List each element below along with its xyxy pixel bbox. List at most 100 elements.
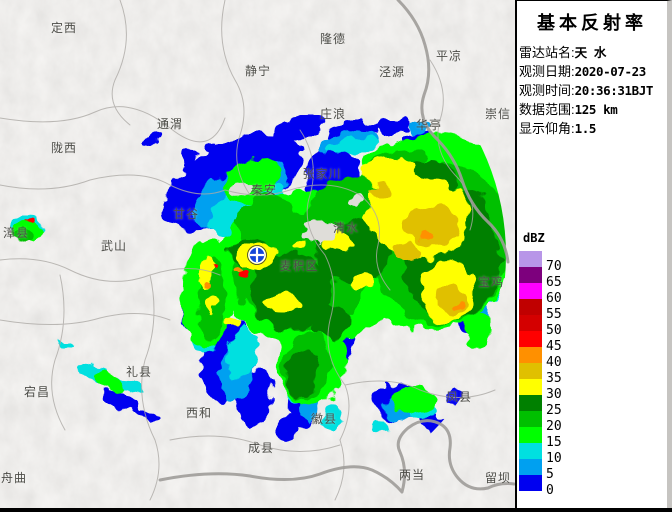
legend-color-swatch (519, 283, 542, 299)
map-label: 成县 (247, 441, 275, 455)
legend-color-swatch (519, 347, 542, 363)
legend-value: 10 (546, 451, 562, 466)
legend-entry: 55 (519, 299, 659, 322)
map-label: 麦积区 (279, 259, 319, 273)
field-label: 数据范围: (519, 102, 575, 117)
map-label: 平凉 (435, 49, 463, 63)
legend-entry: 15 (519, 427, 659, 450)
map-label: 两当 (398, 468, 426, 482)
map-label: 凤县 (445, 390, 473, 404)
panel-field-row: 显示仰角:1.5 (517, 119, 667, 138)
legend-entry: 30 (519, 379, 659, 402)
legend-entry: 70 (519, 251, 659, 274)
map-label: 武山 (100, 239, 128, 253)
legend-value: 15 (546, 435, 562, 450)
radar-map: 定西通渭 静宁 隆德泾源 平凉庄浪华亭 崇信陇西漳县武山 甘谷 秦安 张家川清水麦积区宝鸡礼县… (0, 0, 515, 508)
echo-red (27, 220, 249, 277)
legend-color-swatch (519, 299, 542, 315)
legend-value: 25 (546, 403, 562, 418)
map-label: 华亭 (415, 118, 443, 132)
panel-field-row: 数据范围:125 km (517, 100, 667, 119)
county-boundaries (0, 0, 496, 501)
legend-color-swatch (519, 363, 542, 379)
legend-color-swatch (519, 427, 542, 443)
map-label: 泾源 (378, 65, 406, 79)
map-label: 通渭 (156, 117, 184, 131)
panel-field-row: 雷达站名:天 水 (517, 43, 667, 62)
map-label: 静宁 (244, 64, 272, 78)
field-value: 1.5 (574, 121, 597, 136)
map-label: 定西 (50, 21, 78, 35)
legend-value: 5 (546, 467, 554, 482)
station-marker (247, 245, 267, 265)
legend-color-swatch (519, 267, 542, 283)
map-label: 舟曲 (0, 471, 28, 485)
field-value: 125 km (574, 102, 618, 117)
map-label: 西和 (185, 406, 213, 420)
map-label: 宝鸡 (477, 275, 505, 289)
legend-value: 30 (546, 387, 562, 402)
reflectivity-legend: dBZ 70 65 60 55 50 45 40 35 30 25 20 15 10 5 0 (519, 231, 659, 498)
legend-value: 50 (546, 323, 562, 338)
radar-map-canvas (0, 0, 515, 508)
legend-value: 45 (546, 339, 562, 354)
field-label: 雷达站名: (519, 45, 575, 60)
field-label: 观测日期: (519, 64, 575, 79)
legend-entry: 65 (519, 267, 659, 290)
legend-unit-label: dBZ (523, 231, 545, 245)
province-boundary (158, 0, 515, 494)
legend-entry: 10 (519, 443, 659, 466)
legend-entry: 45 (519, 331, 659, 354)
info-panel: 基本反射率 雷达站名:天 水观测日期:2020-07-23 观测时间:20:36:… (515, 0, 672, 508)
panel-field-row: 观测时间:20:36:31BJT (517, 81, 667, 100)
field-value: 20:36:31BJT (574, 83, 654, 98)
legend-color-swatch (519, 411, 542, 427)
legend-value: 60 (546, 291, 562, 306)
map-label: 庄浪 (319, 107, 347, 121)
map-label: 徽县 (310, 412, 338, 426)
legend-entry: 5 (519, 459, 659, 482)
legend-entry: 50 (519, 315, 659, 338)
legend-entry: 0 (519, 475, 659, 498)
legend-color-swatch (519, 315, 542, 331)
legend-color-swatch (519, 251, 542, 267)
map-label: 清水 (332, 221, 360, 235)
echo-layer (9, 115, 506, 442)
field-value: 2020-07-23 (574, 64, 647, 79)
field-value: 天 水 (574, 45, 607, 60)
legend-color-swatch (519, 331, 542, 347)
legend-value: 0 (546, 483, 554, 498)
legend-color-swatch (519, 475, 542, 491)
legend-entry: 40 (519, 347, 659, 370)
map-label: 漳县 (2, 226, 30, 240)
legend-color-swatch (519, 395, 542, 411)
map-label: 陇西 (50, 141, 78, 155)
legend-entry: 35 (519, 363, 659, 386)
map-label: 隆德 (319, 32, 347, 46)
map-label: 礼县 (125, 365, 153, 379)
field-label: 显示仰角: (519, 121, 575, 136)
map-label: 秦安 (250, 183, 278, 197)
legend-value: 20 (546, 419, 562, 434)
legend-color-swatch (519, 459, 542, 475)
legend-color-swatch (519, 443, 542, 459)
field-label: 观测时间: (519, 83, 575, 98)
panel-field-row: 观测日期:2020-07-23 (517, 62, 667, 81)
map-label: 崇信 (484, 107, 512, 121)
panel-title: 基本反射率 (537, 13, 647, 33)
legend-entries: 70 65 60 55 50 45 40 35 30 25 20 15 10 5 0 (519, 251, 659, 498)
map-label: 甘谷 (172, 207, 200, 221)
legend-value: 55 (546, 307, 562, 322)
map-label: 留坝 (484, 471, 512, 485)
legend-value: 70 (546, 259, 562, 274)
map-label: 张家川 (302, 167, 342, 181)
legend-value: 65 (546, 275, 562, 290)
legend-value: 40 (546, 355, 562, 370)
map-label: 宕昌 (23, 385, 51, 399)
panel-fields: 雷达站名:天 水观测日期:2020-07-23 观测时间:20:36:31BJT 数… (517, 43, 667, 138)
legend-entry: 20 (519, 411, 659, 434)
echo-orange (204, 231, 461, 310)
legend-entry: 60 (519, 283, 659, 306)
legend-value: 35 (546, 371, 562, 386)
